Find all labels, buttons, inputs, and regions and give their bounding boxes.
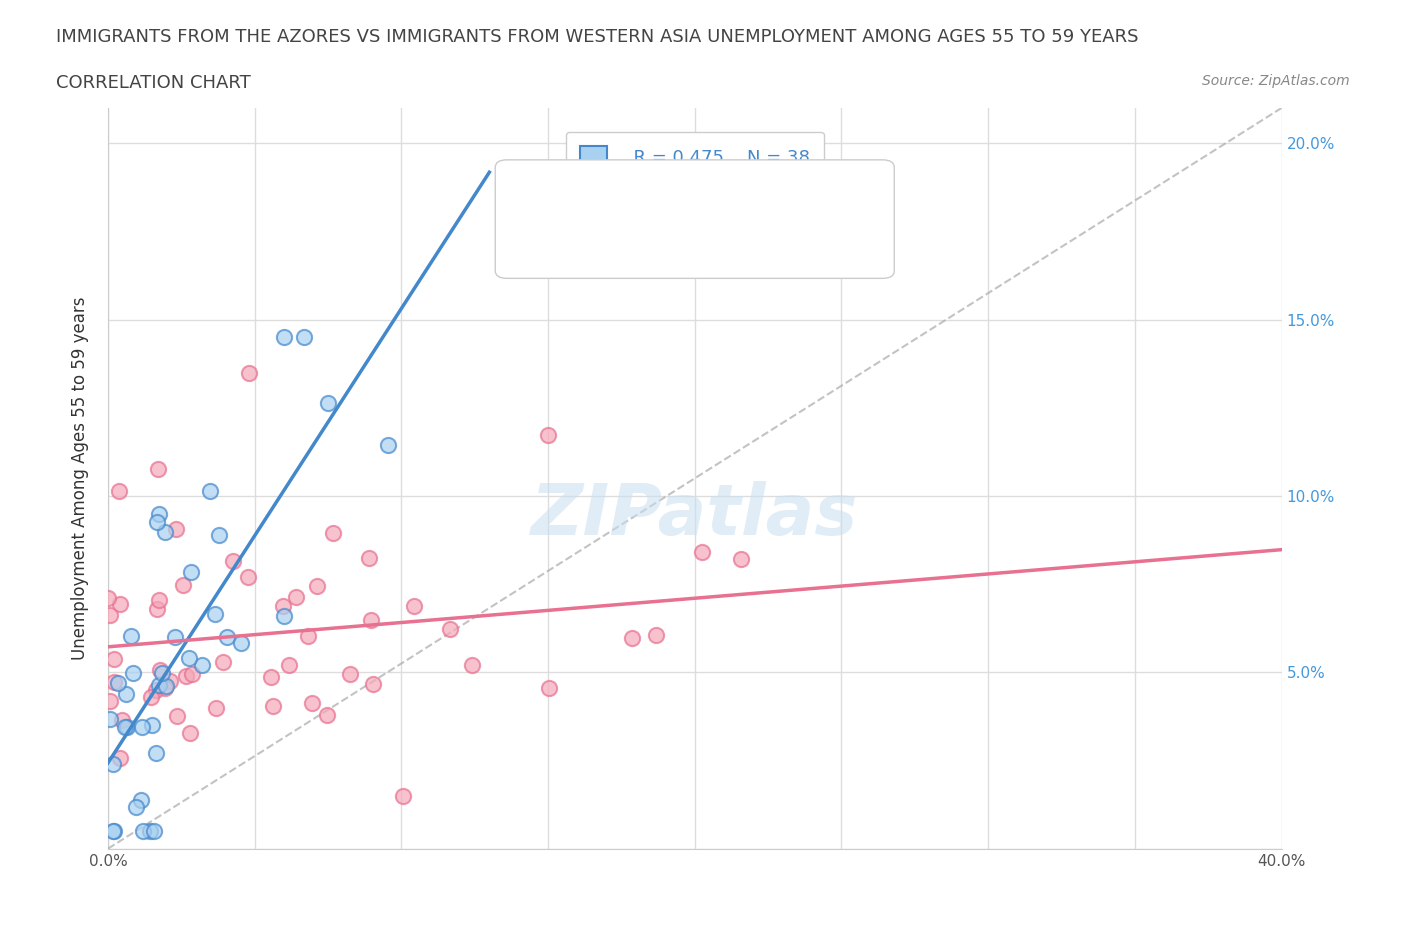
Point bbox=[153, 680, 176, 695]
Point bbox=[307, 578, 329, 593]
Point bbox=[285, 589, 308, 604]
Point bbox=[439, 621, 461, 636]
Point bbox=[621, 631, 644, 645]
Point bbox=[166, 709, 188, 724]
Point bbox=[316, 396, 339, 411]
Point bbox=[146, 602, 169, 617]
Point bbox=[131, 720, 153, 735]
Point bbox=[231, 635, 253, 650]
Point bbox=[730, 551, 752, 566]
Point bbox=[146, 461, 169, 476]
Point bbox=[141, 718, 163, 733]
Point bbox=[322, 525, 344, 540]
Point bbox=[155, 679, 177, 694]
Point bbox=[103, 652, 125, 667]
Point bbox=[191, 658, 214, 672]
Point bbox=[217, 630, 239, 644]
Point bbox=[538, 680, 561, 695]
Point bbox=[98, 693, 121, 708]
Point bbox=[316, 708, 339, 723]
Point bbox=[122, 666, 145, 681]
Point bbox=[198, 484, 221, 498]
Point bbox=[204, 607, 226, 622]
Point bbox=[150, 665, 173, 680]
Point bbox=[165, 630, 187, 644]
Point bbox=[212, 655, 235, 670]
Point bbox=[115, 720, 138, 735]
Point bbox=[110, 751, 132, 765]
Point bbox=[461, 658, 484, 672]
Point bbox=[159, 674, 181, 689]
Point bbox=[377, 438, 399, 453]
Point bbox=[361, 676, 384, 691]
Point bbox=[181, 667, 204, 682]
Point bbox=[107, 676, 129, 691]
Point bbox=[174, 669, 197, 684]
Point bbox=[392, 789, 415, 804]
Point bbox=[143, 824, 166, 839]
Point bbox=[292, 330, 315, 345]
Point bbox=[120, 628, 142, 643]
Point bbox=[301, 696, 323, 711]
Point bbox=[360, 613, 382, 628]
Point bbox=[297, 628, 319, 643]
Point bbox=[103, 675, 125, 690]
Point bbox=[537, 427, 560, 442]
Point bbox=[146, 514, 169, 529]
Point bbox=[645, 628, 668, 643]
Text: ZIPatlas: ZIPatlas bbox=[531, 481, 859, 550]
Legend:   R = 0.475    N = 38,   R = 0.220    N = 52: R = 0.475 N = 38, R = 0.220 N = 52 bbox=[565, 132, 824, 214]
Point bbox=[260, 670, 283, 684]
Point bbox=[148, 678, 170, 693]
Point bbox=[108, 596, 131, 611]
Point bbox=[114, 720, 136, 735]
Point bbox=[132, 824, 155, 839]
Point bbox=[148, 506, 170, 521]
Point bbox=[208, 528, 231, 543]
Point bbox=[97, 591, 120, 605]
Point bbox=[273, 608, 295, 623]
Point bbox=[114, 686, 136, 701]
Point bbox=[271, 599, 294, 614]
Point bbox=[262, 698, 284, 713]
Point bbox=[172, 578, 194, 592]
Point bbox=[277, 658, 299, 672]
Point bbox=[103, 756, 125, 771]
Point bbox=[103, 824, 125, 839]
Point bbox=[690, 545, 713, 560]
Text: CORRELATION CHART: CORRELATION CHART bbox=[56, 74, 252, 92]
Point bbox=[205, 700, 228, 715]
Point bbox=[145, 683, 167, 698]
Point bbox=[111, 712, 134, 727]
Point bbox=[179, 725, 201, 740]
Y-axis label: Unemployment Among Ages 55 to 59 years: Unemployment Among Ages 55 to 59 years bbox=[72, 297, 89, 660]
Point bbox=[139, 824, 162, 839]
FancyBboxPatch shape bbox=[495, 160, 894, 278]
Text: IMMIGRANTS FROM THE AZORES VS IMMIGRANTS FROM WESTERN ASIA UNEMPLOYMENT AMONG AG: IMMIGRANTS FROM THE AZORES VS IMMIGRANTS… bbox=[56, 28, 1139, 46]
Point bbox=[98, 607, 121, 622]
Point bbox=[339, 667, 361, 682]
Point bbox=[222, 554, 245, 569]
Point bbox=[98, 711, 121, 726]
Point bbox=[236, 569, 259, 584]
Point bbox=[165, 522, 187, 537]
Point bbox=[101, 824, 124, 839]
Text: Source: ZipAtlas.com: Source: ZipAtlas.com bbox=[1202, 74, 1350, 88]
Point bbox=[238, 365, 260, 380]
Point bbox=[124, 800, 146, 815]
Point bbox=[131, 792, 153, 807]
Point bbox=[107, 483, 129, 498]
Point bbox=[273, 330, 295, 345]
Point bbox=[180, 565, 202, 580]
Point bbox=[177, 651, 200, 666]
Point bbox=[404, 599, 426, 614]
Point bbox=[148, 592, 170, 607]
Point bbox=[153, 525, 176, 539]
Point bbox=[145, 745, 167, 760]
Point bbox=[141, 690, 163, 705]
Point bbox=[357, 551, 380, 565]
Point bbox=[149, 663, 172, 678]
